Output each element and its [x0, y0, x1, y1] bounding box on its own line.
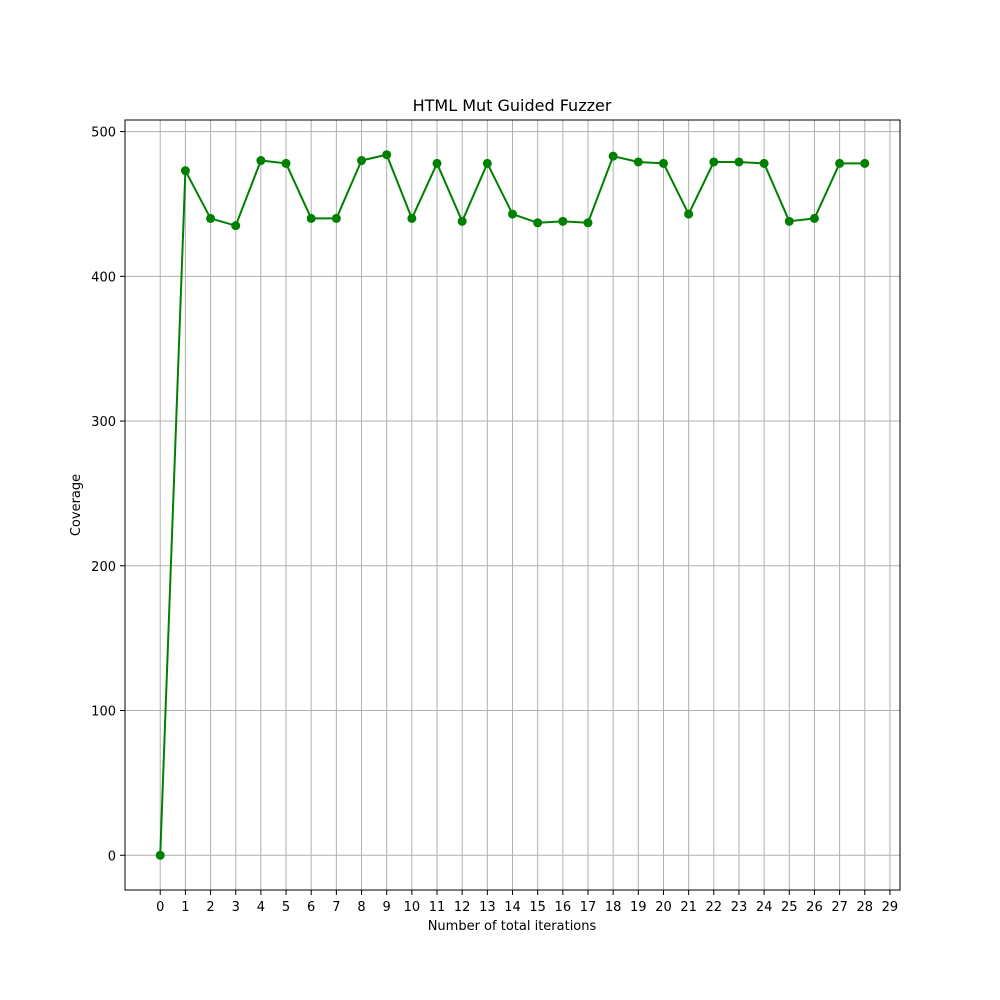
data-point [482, 158, 492, 168]
x-tick-label: 14 [504, 900, 521, 915]
x-tick-label: 6 [307, 900, 315, 915]
data-point [331, 213, 341, 223]
data-point [583, 218, 593, 228]
x-tick-label: 15 [529, 900, 546, 915]
data-point [281, 158, 291, 168]
data-point [809, 213, 819, 223]
x-tick-label: 4 [257, 900, 265, 915]
x-tick-label: 9 [383, 900, 391, 915]
chart-title: HTML Mut Guided Fuzzer [413, 96, 612, 115]
data-series [155, 150, 870, 860]
x-tick-label: 23 [731, 900, 748, 915]
data-point [357, 156, 367, 166]
x-tick-label: 21 [680, 900, 697, 915]
data-point [658, 158, 668, 168]
y-tick-label: 100 [91, 705, 116, 720]
data-point [835, 158, 845, 168]
plot-frame [124, 119, 901, 891]
x-tick-label: 24 [756, 900, 773, 915]
x-tick-label: 1 [181, 900, 189, 915]
data-point [382, 150, 392, 160]
data-point [860, 158, 870, 168]
data-point [206, 213, 216, 223]
x-tick-label: 11 [429, 900, 446, 915]
x-tick-label: 18 [605, 900, 622, 915]
y-tick-label: 0 [108, 849, 116, 864]
data-point [180, 166, 190, 176]
data-point [231, 221, 241, 231]
data-point [709, 157, 719, 167]
y-tick-label: 500 [91, 126, 116, 141]
x-tick-label: 19 [630, 900, 647, 915]
x-tick-label: 7 [332, 900, 340, 915]
y-tick-label: 200 [91, 560, 116, 575]
x-tick-label: 27 [831, 900, 848, 915]
y-tick-label: 300 [91, 415, 116, 430]
x-tick-label: 12 [454, 900, 471, 915]
x-tick-label: 25 [781, 900, 798, 915]
x-tick-label: 20 [655, 900, 672, 915]
x-tick-label: 26 [806, 900, 823, 915]
x-tick-label: 29 [882, 900, 899, 915]
data-point [759, 158, 769, 168]
x-tick-label: 0 [156, 900, 164, 915]
x-tick-label: 8 [357, 900, 365, 915]
x-tick-label: 22 [706, 900, 723, 915]
data-point [734, 157, 744, 167]
x-tick-label: 28 [856, 900, 873, 915]
data-point [457, 216, 467, 226]
data-point [684, 209, 694, 219]
data-point [306, 213, 316, 223]
x-tick-label: 3 [232, 900, 240, 915]
y-axis-label: Coverage [69, 474, 84, 536]
y-tick-label: 400 [91, 270, 116, 285]
data-point [256, 156, 266, 166]
grid-lines [125, 120, 900, 890]
data-point [633, 157, 643, 167]
data-point [508, 209, 517, 219]
data-point [432, 158, 442, 168]
x-axis-label: Number of total iterations [428, 919, 597, 934]
x-tick-label: 5 [282, 900, 290, 915]
x-tick-label: 2 [206, 900, 214, 915]
axis-ticks: 0 1 2 3 4 5 6 7 8 9 10 11 12 13 14 15 16 17 18 19 20 21 22 23 24… [91, 126, 898, 915]
data-point [608, 151, 618, 161]
data-point [407, 213, 417, 223]
data-point [784, 216, 794, 226]
x-tick-label: 13 [479, 900, 496, 915]
x-tick-label: 17 [580, 900, 597, 915]
data-point [558, 216, 568, 226]
data-point [533, 218, 543, 228]
x-tick-label: 16 [555, 900, 572, 915]
data-point [155, 850, 165, 860]
x-tick-label: 10 [404, 900, 421, 915]
